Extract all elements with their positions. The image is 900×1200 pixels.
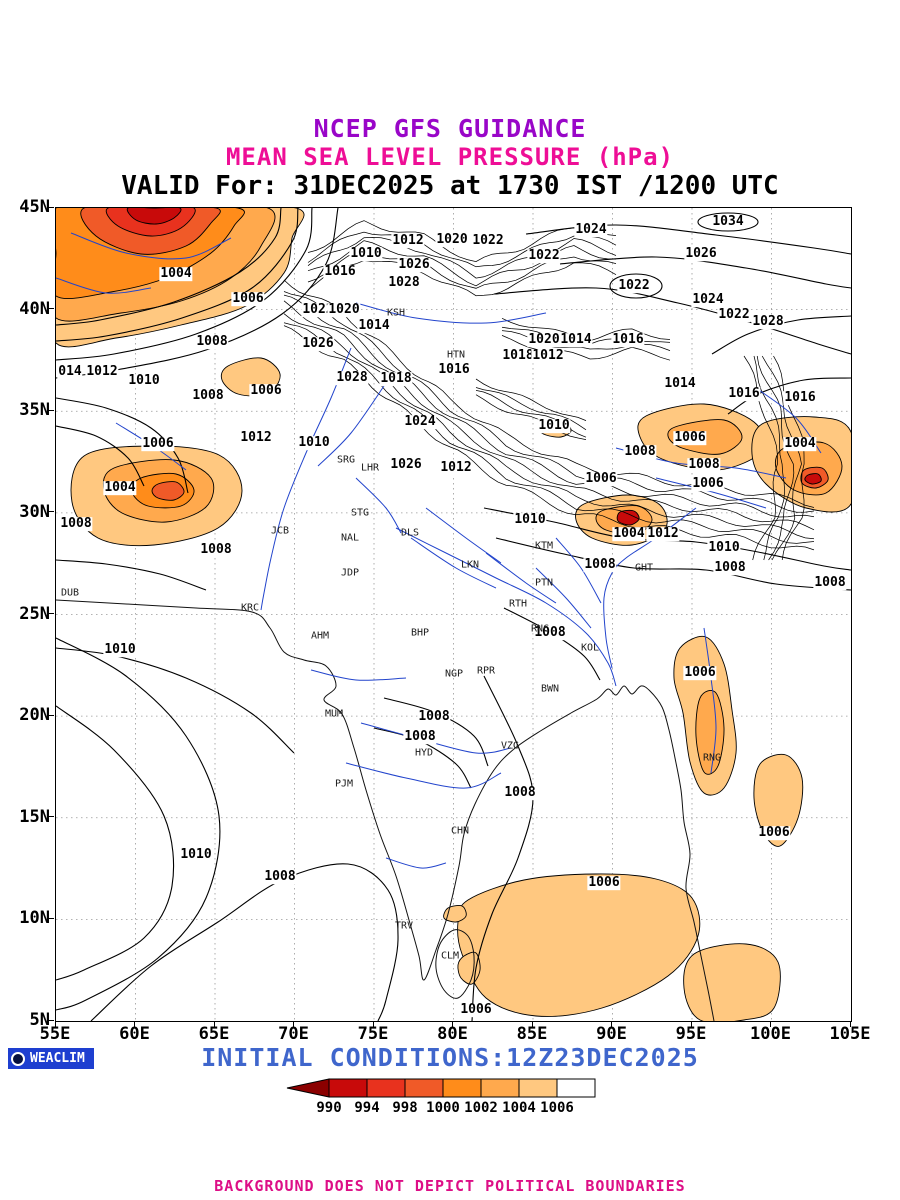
colorbar-canvas [286, 1078, 596, 1098]
disclaimer-note: BACKGROUND DOES NOT DEPICT POLITICAL BOU… [214, 1177, 686, 1195]
colorbar-value-label: 1006 [540, 1100, 574, 1116]
colorbar-value-label: 1002 [464, 1100, 498, 1116]
weaclim-logo-icon [11, 1051, 25, 1066]
lat-axis-label: 5N [29, 1010, 50, 1030]
pressure-fill-layer [56, 208, 851, 1021]
lon-axis-label: 60E [119, 1024, 150, 1044]
weaclim-label: WEACLIM [30, 1051, 85, 1066]
y-tick-mark [48, 613, 54, 614]
map-area: 1004 1010 1012 1020 1022 1024 1022 1026 1034 1022… [55, 207, 852, 1022]
lat-axis-label: 30N [19, 501, 50, 522]
y-tick-mark [48, 714, 54, 716]
y-tick-mark [48, 206, 54, 208]
colorbar-value-label: 1000 [426, 1100, 460, 1116]
colorbar-value-label: 1004 [502, 1100, 536, 1116]
weaclim-badge: WEACLIM [8, 1048, 94, 1069]
y-tick-mark [48, 917, 54, 919]
x-tick-mark [531, 1021, 533, 1027]
field-title: MEAN SEA LEVEL PRESSURE (hPa) [225, 143, 675, 171]
colorbar-value-label: 994 [354, 1100, 380, 1116]
initial-conditions-line: INITIAL CONDITIONS:12Z23DEC2025 [201, 1043, 699, 1072]
lon-axis-label: 70E [278, 1024, 309, 1044]
lon-axis-label: 55E [39, 1024, 71, 1044]
y-tick-mark [48, 1019, 54, 1021]
lon-axis-label: 100E [750, 1024, 791, 1044]
x-tick-mark [54, 1021, 56, 1027]
lat-axis-label: 20N [19, 705, 50, 726]
lon-axis-label: 90E [596, 1024, 627, 1044]
lon-axis-label: 75E [357, 1024, 389, 1044]
coastline-layer [56, 599, 715, 1021]
pressure-colorbar: 990 994 998 1000 1002 1004 1006 [285, 1078, 615, 1120]
x-tick-mark [690, 1021, 692, 1027]
x-tick-mark [372, 1021, 374, 1027]
lon-axis-label: 95E [675, 1024, 707, 1044]
graticule-layer [56, 208, 851, 1021]
product-title: NCEP GFS GUIDANCE [313, 114, 587, 143]
lat-axis-label: 35N [19, 400, 50, 421]
x-tick-mark [611, 1021, 612, 1027]
lat-axis-label: 25N [19, 603, 50, 624]
valid-time-line: VALID For: 31DEC2025 at 1730 IST /1200 U… [121, 171, 779, 201]
y-tick-mark [48, 816, 54, 818]
lat-axis-label: 10N [19, 908, 50, 929]
y-tick-mark [48, 511, 54, 513]
colorbar-value-label: 998 [392, 1100, 418, 1116]
y-tick-mark [48, 308, 54, 310]
x-tick-mark [134, 1021, 135, 1027]
x-tick-mark [849, 1021, 851, 1027]
lat-axis-label: 40N [19, 298, 50, 319]
x-tick-mark [213, 1021, 215, 1027]
lon-axis-label: 80E [437, 1024, 468, 1044]
lon-axis-label: 105E [829, 1024, 871, 1044]
x-tick-mark [770, 1021, 771, 1027]
x-tick-mark [452, 1021, 453, 1027]
lon-axis-label: 65E [198, 1024, 230, 1044]
lon-axis-label: 85E [516, 1024, 548, 1044]
pressure-map-canvas [56, 208, 851, 1021]
colorbar-value-label: 990 [316, 1100, 342, 1116]
x-tick-mark [293, 1021, 294, 1027]
y-tick-mark [48, 409, 54, 411]
lat-axis-label: 15N [19, 806, 50, 827]
lat-axis-label: 45N [19, 197, 50, 217]
